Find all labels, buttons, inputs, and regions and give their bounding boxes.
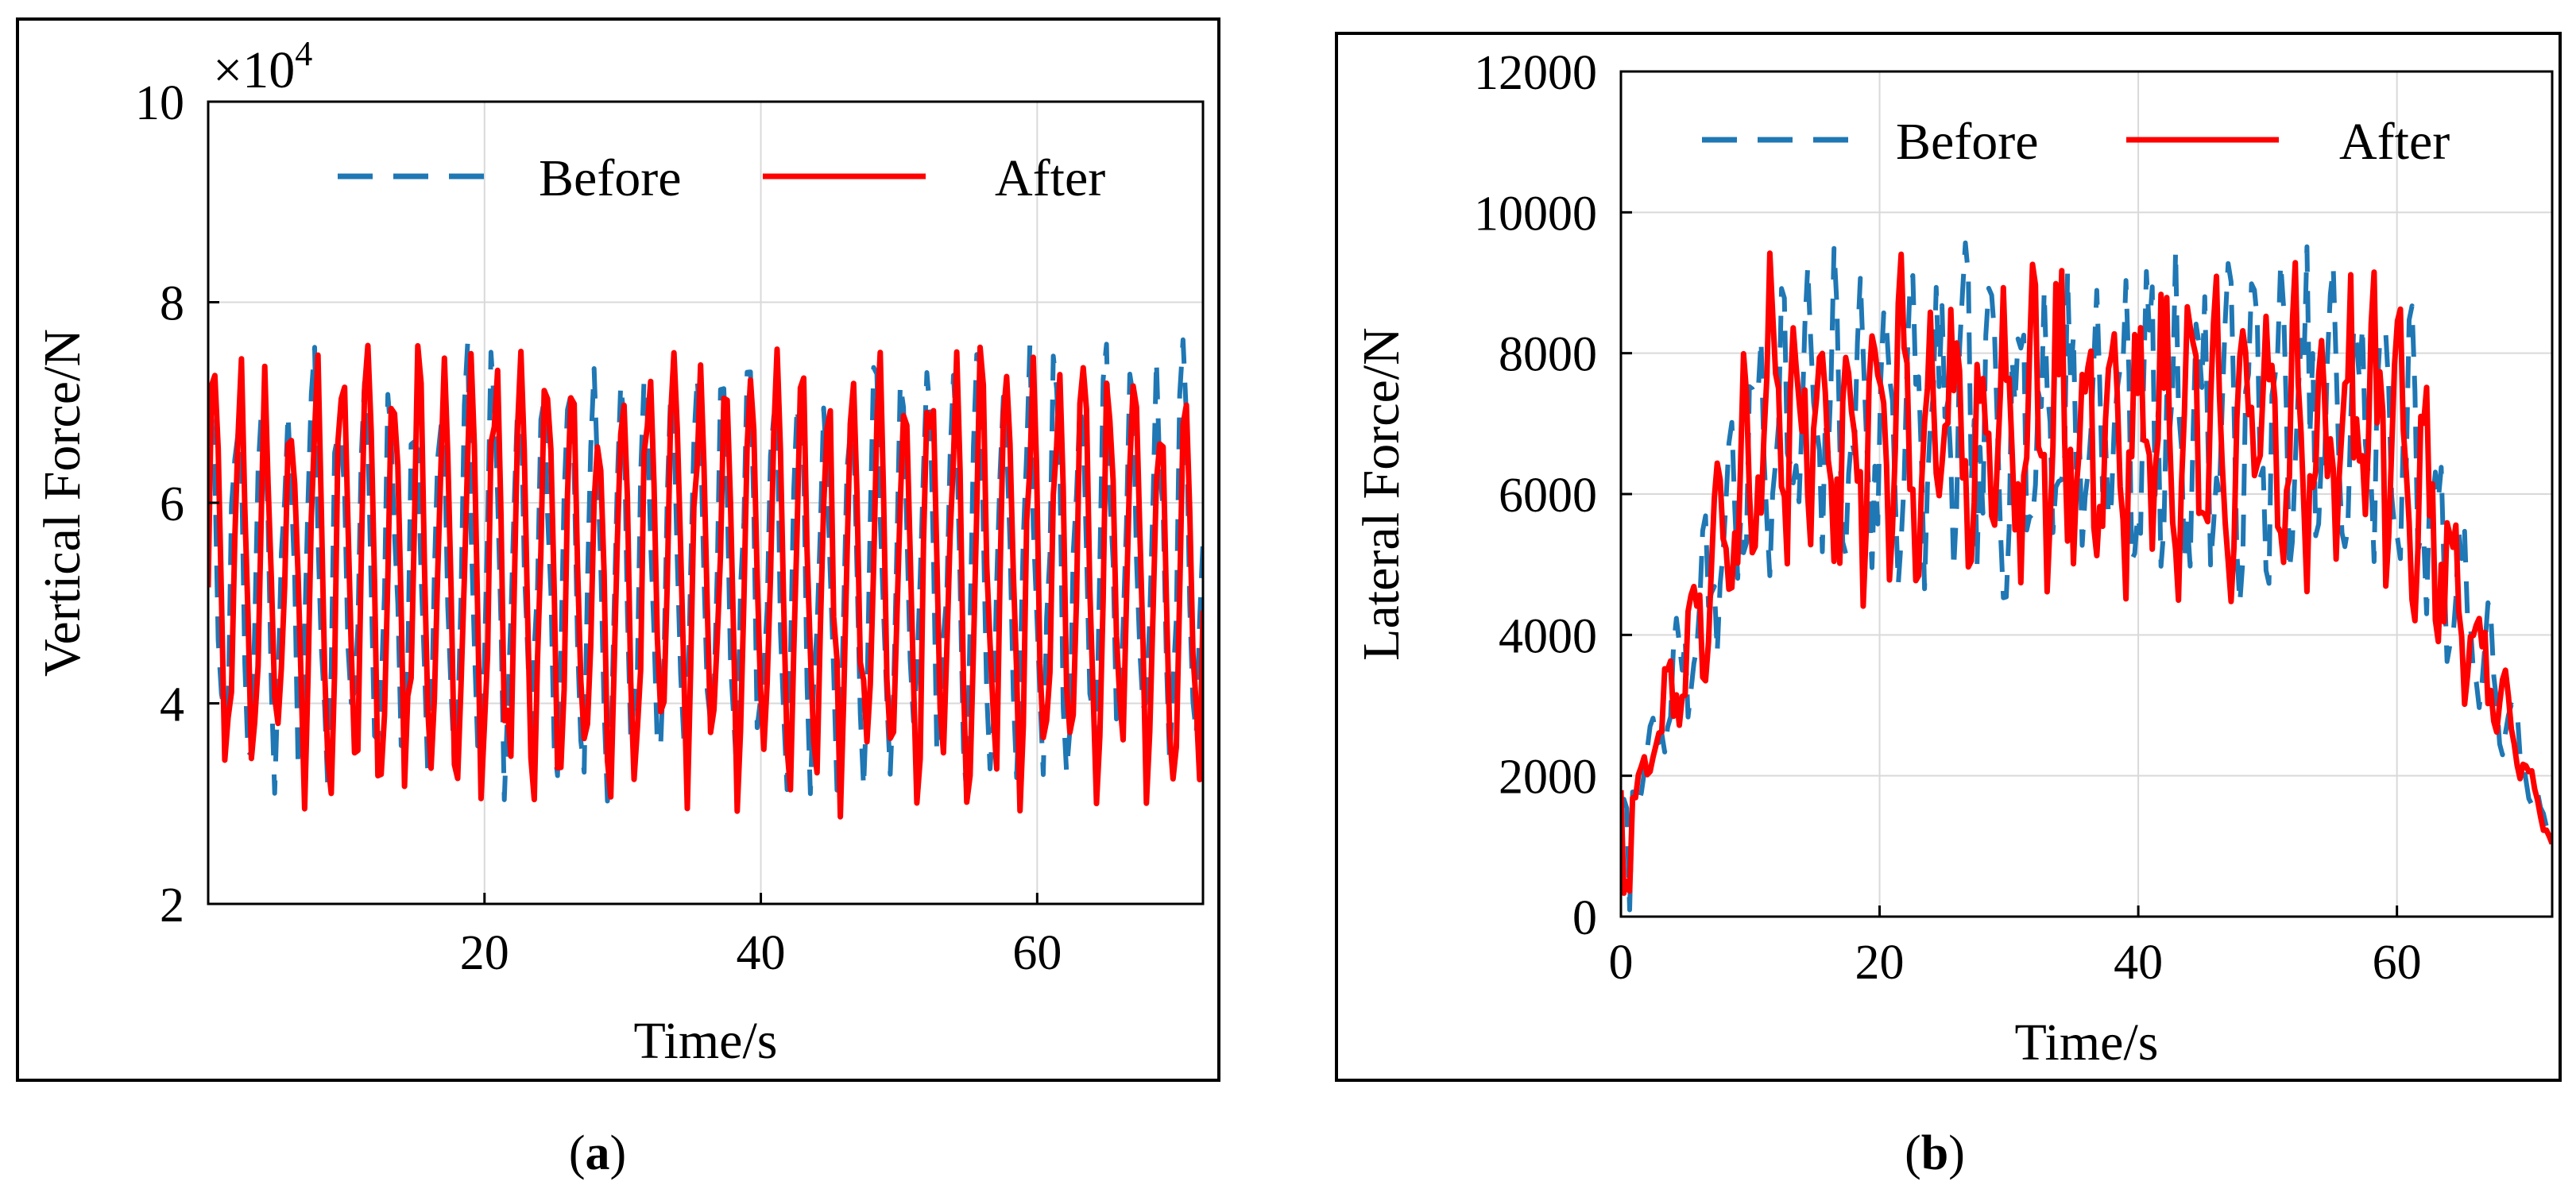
panel-b-ticks: 0 20 40 60 0 2000 4000 6000 8000 10000 12000: [1474, 46, 2422, 990]
y-tick-label: 6000: [1499, 469, 1597, 523]
x-tick-label: 40: [737, 926, 786, 980]
legend-b-before-label: Before: [1896, 113, 2039, 171]
y-tick-label: 4: [160, 678, 184, 732]
x-tick-label: 0: [1609, 936, 1634, 990]
x-tick-label: 20: [460, 926, 509, 980]
panel-a-scale-exponent: 4: [295, 34, 312, 73]
y-tick-label: 2000: [1499, 751, 1597, 805]
panel-b-legend: Before After: [1702, 113, 2450, 171]
legend-b-after-label: After: [2339, 113, 2450, 171]
y-tick-label: 4000: [1499, 609, 1597, 663]
panel-b-caption: (b): [1905, 1126, 1965, 1180]
panel-a-scale-label: ×104: [213, 34, 312, 99]
legend-a-before-label: Before: [539, 149, 682, 207]
y-tick-label: 10000: [1474, 187, 1597, 241]
panel-b-caption-letter: b: [1921, 1126, 1948, 1180]
legend-a-after-label: After: [995, 149, 1105, 207]
panel-a-legend: Before After: [338, 149, 1105, 207]
y-tick-label: 0: [1572, 891, 1597, 945]
panel-b-frame: [1335, 32, 2562, 1082]
y-tick-label: 10: [135, 76, 184, 130]
y-tick-label: 6: [160, 477, 184, 531]
y-tick-label: 8: [160, 277, 184, 331]
panel-a-ticks: 20 40 60 2 4 6 8 10: [135, 76, 1062, 980]
panel-a-series: [208, 337, 1203, 820]
x-tick-label: 40: [2114, 936, 2163, 990]
series-line-after: [208, 342, 1203, 820]
x-tick-label: 20: [1855, 936, 1905, 990]
x-tick-label: 60: [1012, 926, 1062, 980]
panel-a-xlabel: Time/s: [634, 1012, 778, 1070]
y-tick-label: 2: [160, 878, 184, 933]
panel-a-caption-letter: a: [586, 1126, 610, 1180]
panel-a-caption: (a): [569, 1126, 626, 1180]
panel-a: 20 40 60 2 4 6 8 10 ×104 Time/s Vertical Force/…: [16, 17, 1220, 1082]
series-line-after: [1621, 250, 2552, 896]
panel-b-series: [1621, 240, 2552, 913]
y-tick-label: 12000: [1474, 46, 1597, 100]
panel-b-xlabel: Time/s: [2015, 1014, 2159, 1072]
series-line-before: [1621, 240, 2552, 913]
y-tick-label: 8000: [1499, 328, 1597, 382]
x-tick-label: 60: [2373, 936, 2422, 990]
panel-a-ylabel: Vertical Force/N: [33, 329, 91, 677]
panel-b-ylabel: Lateral Force/N: [1352, 327, 1410, 661]
panel-a-frame: [16, 17, 1220, 1082]
panel-b: 0 20 40 60 0 2000 4000 6000 8000 10000 12000 Time/…: [1335, 32, 2562, 1082]
